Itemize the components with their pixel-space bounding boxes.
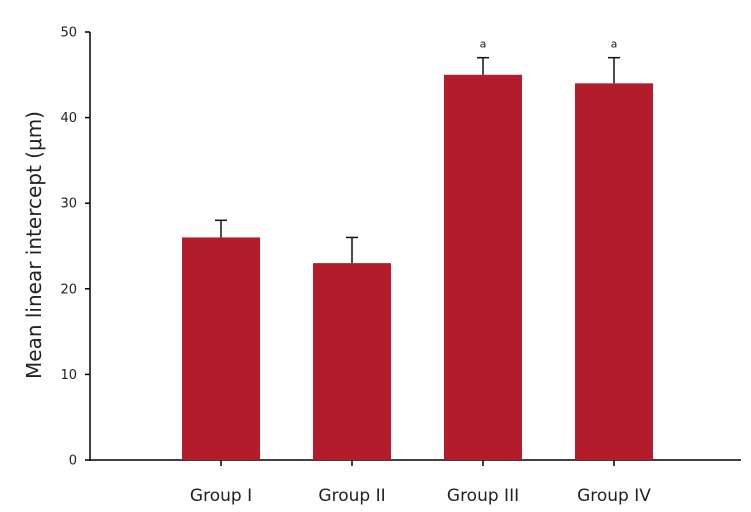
category-label: Group II <box>318 486 385 506</box>
significance-annotation: a <box>611 38 618 51</box>
category-label: Group III <box>447 486 519 506</box>
y-tick-label: 50 <box>60 26 77 41</box>
category-label: Group IV <box>577 486 651 506</box>
bar <box>575 83 653 461</box>
bar <box>444 74 522 461</box>
y-tick-label: 30 <box>60 197 77 212</box>
category-labels: Group I Group II Group III Group IV <box>190 486 651 506</box>
y-tick-label: 20 <box>60 282 77 297</box>
bars <box>182 74 653 461</box>
x-axis <box>90 459 741 466</box>
y-tick-label: 0 <box>69 454 77 469</box>
y-tick-label: 10 <box>60 368 77 383</box>
y-axis-title: Mean linear intercept (μm) <box>22 111 46 379</box>
bar <box>182 237 260 460</box>
bar <box>313 263 391 460</box>
y-axis: 0 10 20 30 40 50 <box>60 26 91 469</box>
category-label: Group I <box>190 486 252 506</box>
significance-annotation: a <box>480 38 487 51</box>
error-bars <box>215 56 620 264</box>
y-tick-label: 40 <box>60 111 77 126</box>
